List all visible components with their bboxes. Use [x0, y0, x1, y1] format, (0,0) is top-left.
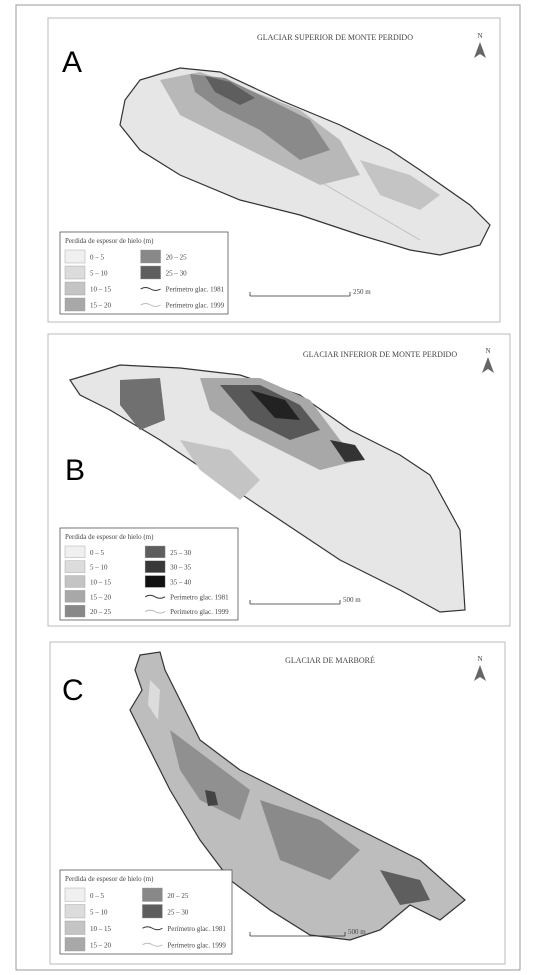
legend-label: 25 – 30 — [167, 908, 189, 916]
legend-label: 25 – 30 — [166, 270, 188, 278]
legend-swatch — [141, 250, 161, 263]
legend-swatch — [65, 905, 85, 919]
legend-label: 20 – 25 — [90, 608, 112, 616]
legend-label: 20 – 25 — [166, 254, 188, 262]
scale-label: 500 m — [343, 596, 361, 604]
legend-label: 0 – 5 — [90, 549, 105, 557]
panel-letter: A — [62, 46, 82, 79]
legend-label: 10 – 15 — [90, 925, 112, 933]
map-title: GLACIAR DE MARBORÉ — [285, 655, 375, 665]
legend-swatch — [142, 905, 162, 919]
north-label: N — [477, 655, 482, 663]
legend-swatch — [65, 576, 85, 588]
legend-swatch — [65, 266, 85, 279]
legend-label: 10 – 15 — [90, 579, 112, 587]
legend-swatch — [65, 250, 85, 263]
north-label: N — [485, 347, 490, 355]
legend-swatch — [65, 546, 85, 558]
legend-swatch — [65, 590, 85, 602]
legend-label: Perímetro glac. 1981 — [166, 286, 225, 294]
legend-label: Perímetro glac. 1999 — [170, 608, 229, 616]
map-title: GLACIAR INFERIOR DE MONTE PERDIDO — [303, 350, 457, 359]
scale-label: 500 m — [348, 928, 366, 936]
legend-swatch — [65, 938, 85, 952]
legend-swatch — [65, 282, 85, 295]
legend-swatch — [65, 888, 85, 902]
north-label: N — [477, 32, 482, 40]
figure: A GLACIAR SUPERIOR DE MONTE PERDIDO N Perdi… — [0, 0, 533, 975]
legend-label: 20 – 25 — [167, 892, 189, 900]
panel-letter: C — [62, 674, 84, 707]
legend-label: Perímetro glac. 1999 — [167, 941, 226, 949]
legend-swatch — [65, 561, 85, 573]
legend-label: 5 – 10 — [90, 908, 108, 916]
legend-label: 5 – 10 — [90, 270, 108, 278]
panel-letter: B — [65, 454, 85, 487]
legend-swatch — [65, 298, 85, 311]
legend-label: 5 – 10 — [90, 564, 108, 572]
legend-swatch — [145, 561, 165, 573]
legend-swatch — [65, 605, 85, 617]
legend-label: 15 – 20 — [90, 302, 112, 310]
legend-label: 35 – 40 — [170, 579, 192, 587]
legend-label: Perímetro glac. 1999 — [166, 302, 225, 310]
legend-label: 0 – 5 — [90, 892, 105, 900]
legend-swatch — [142, 888, 162, 902]
page: A GLACIAR SUPERIOR DE MONTE PERDIDO N Perdi… — [0, 0, 533, 975]
legend-swatch — [141, 266, 161, 279]
legend-label: 15 – 20 — [90, 941, 112, 949]
legend-label: 25 – 30 — [170, 549, 192, 557]
legend-title: Perdida de espesor de hielo (m) — [65, 237, 154, 245]
legend-title: Perdida de espesor de hielo (m) — [65, 533, 154, 541]
legend-label: 0 – 5 — [90, 254, 105, 262]
legend-swatch — [65, 921, 85, 935]
scale-label: 250 m — [353, 288, 371, 296]
legend-label: 30 – 35 — [170, 564, 192, 572]
legend-label: Perímetro glac. 1981 — [170, 593, 229, 601]
legend-swatch — [145, 576, 165, 588]
legend-label: 10 – 15 — [90, 286, 112, 294]
map-title: GLACIAR SUPERIOR DE MONTE PERDIDO — [257, 33, 413, 42]
legend-label: 15 – 20 — [90, 593, 112, 601]
legend-box — [60, 528, 238, 620]
legend-label: Perímetro glac. 1981 — [167, 925, 226, 933]
legend-title: Perdida de espesor de hielo (m) — [65, 875, 154, 883]
legend-swatch — [145, 546, 165, 558]
